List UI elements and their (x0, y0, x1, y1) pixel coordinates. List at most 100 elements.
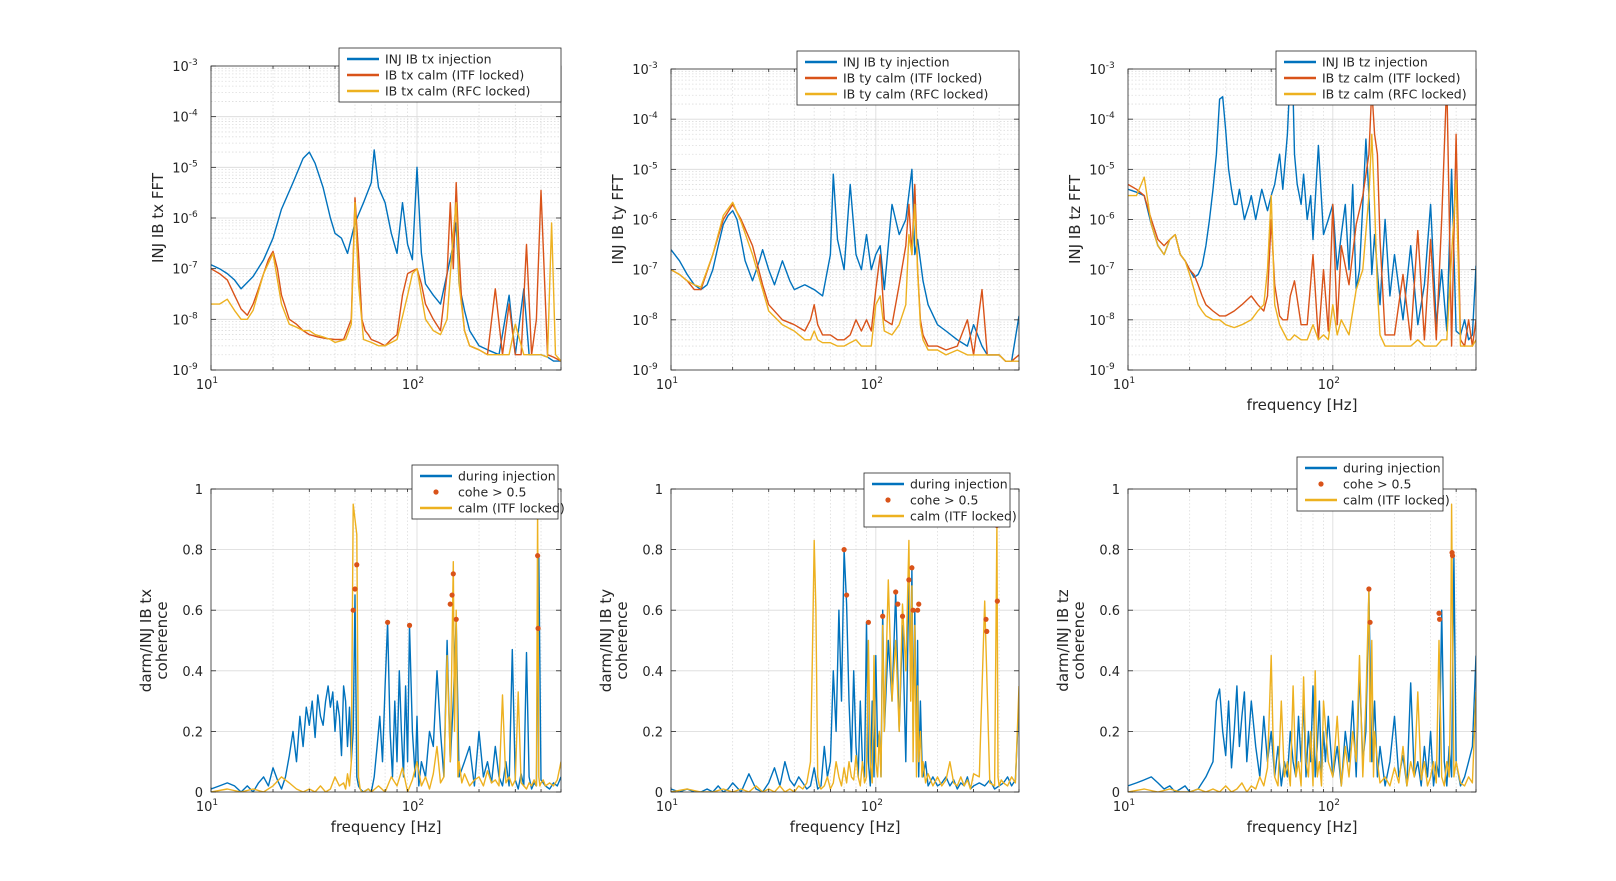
y-tick-label: 0 (1112, 786, 1120, 801)
x-tick-label: 102 (861, 798, 883, 815)
y-axis-label: darm/INJ IB ty (597, 589, 615, 692)
y-tick-label: 10-3 (1089, 61, 1115, 78)
series-line-1 (211, 503, 561, 792)
y-tick-label: 10-4 (1089, 111, 1115, 128)
y-tick-label: 10-5 (632, 161, 658, 178)
y-axis-label: INJ IB tz FFT (1066, 174, 1084, 264)
series-line-1 (671, 524, 1019, 792)
coherence-marker (450, 571, 456, 577)
x-tick-label: 102 (1318, 798, 1340, 815)
legend-label: INJ IB ty injection (843, 55, 950, 70)
coherence-marker (984, 628, 990, 635)
series-line-0 (1128, 555, 1476, 792)
legend-label: cohe > 0.5 (1343, 477, 1411, 492)
legend-label: INJ IB tz injection (1322, 55, 1428, 70)
series-group (671, 168, 1019, 362)
y-tick-label: 0.2 (1099, 725, 1120, 740)
y-tick-label: 10-4 (632, 111, 658, 128)
plot-area (671, 489, 1019, 792)
coherence-marker (447, 601, 453, 607)
coherence-marker (893, 589, 899, 595)
y-tick-label: 0.8 (1099, 544, 1120, 559)
y-tick-label: 10-3 (632, 61, 658, 78)
coherence-marker (535, 553, 541, 559)
y-tick-label: 10-7 (632, 262, 658, 279)
psd-tx-panel: 101 102 10-9 10-8 10-7 10-6 10-5 10-4 10-3 INJ IB… (149, 47, 562, 393)
series-line-2 (1128, 133, 1476, 347)
series-group (211, 503, 561, 792)
series-line-2 (671, 201, 1019, 362)
y-tick-label: 0 (195, 786, 203, 801)
y-tick-label: 10-8 (1089, 312, 1115, 329)
coherence-marker (385, 619, 391, 625)
y-tick-label: 10-8 (632, 312, 658, 329)
x-tick-label: 101 (1113, 376, 1135, 393)
legend-swatch-dot (433, 489, 439, 495)
legend-label: cohe > 0.5 (458, 485, 526, 500)
y-tick-label: 10-5 (172, 159, 198, 176)
y-tick-label: 10-8 (172, 311, 198, 328)
coherence-marker (915, 607, 921, 613)
y-tick-label: 0.8 (642, 544, 663, 559)
legend-label: IB ty calm (ITF locked) (843, 71, 982, 86)
y-tick-label: 0.6 (642, 604, 663, 619)
coherence-marker (880, 613, 886, 619)
coherence-marker (895, 601, 901, 607)
coherence-marker (1366, 586, 1372, 592)
grid (671, 69, 1019, 370)
psd-tz-panel: 101 102 10-9 10-8 10-7 10-6 10-5 10-4 10-3 freque… (1066, 50, 1477, 414)
legend-label: calm (ITF locked) (458, 501, 565, 516)
coherence-marker (350, 607, 356, 613)
y-tick-label: 0.6 (1099, 604, 1120, 619)
coherence-marker (1367, 619, 1373, 625)
series-line-0 (671, 168, 1019, 362)
y-tick-label: 1 (1112, 483, 1120, 498)
legend-label: cohe > 0.5 (910, 493, 978, 508)
series-group (1128, 69, 1476, 347)
coherence-marker (906, 577, 912, 583)
coherence-marker (354, 562, 360, 568)
x-tick-label: 101 (656, 376, 678, 393)
x-tick-label: 101 (196, 376, 218, 393)
y-tick-label: 0.4 (182, 665, 203, 680)
series-line-0 (211, 555, 561, 792)
series-group (211, 149, 561, 362)
coherence-marker (865, 619, 872, 625)
series-line-0 (1128, 69, 1476, 341)
x-tick-label: 102 (402, 376, 424, 393)
y-tick-label: 10-5 (1089, 161, 1115, 178)
series-line-0 (211, 149, 561, 362)
legend-label: calm (ITF locked) (1343, 493, 1450, 508)
coherence-marker (453, 616, 459, 622)
y-axis-label: coherence (153, 601, 171, 679)
axes-box (210, 488, 562, 793)
y-axis-label: coherence (613, 601, 631, 679)
y-axis-label: INJ IB tx FFT (149, 172, 167, 263)
x-tick-label: 101 (656, 798, 678, 815)
x-axis-label: frequency [Hz] (790, 818, 901, 836)
x-axis-label: frequency [Hz] (331, 818, 442, 836)
legend-label: calm (ITF locked) (910, 509, 1017, 524)
y-tick-label: 0.4 (642, 665, 663, 680)
x-tick-label: 102 (861, 376, 883, 393)
coherence-marker (844, 592, 850, 598)
legend-label: during injection (910, 477, 1008, 492)
y-tick-label: 0.2 (182, 725, 203, 740)
legend-swatch-dot (1318, 481, 1324, 487)
y-tick-label: 0.4 (1099, 665, 1120, 680)
x-tick-label: 102 (1318, 376, 1340, 393)
series-line-1 (671, 183, 1019, 362)
y-tick-label: 10-9 (172, 362, 198, 379)
coherence-marker (352, 586, 358, 592)
coherence-ty-panel: 101 102 0 0.2 0.4 0.6 0.8 1 frequency [Hz] darm/I… (597, 472, 1020, 836)
coherence-marker (449, 592, 455, 598)
coherence-marker (910, 607, 916, 613)
x-tick-label: 102 (402, 798, 424, 815)
y-tick-label: 10-4 (172, 109, 198, 126)
coherence-marker (1436, 610, 1442, 616)
series-line-1 (1128, 79, 1476, 347)
coherence-marker (406, 622, 413, 628)
series-line-1 (1128, 503, 1476, 792)
